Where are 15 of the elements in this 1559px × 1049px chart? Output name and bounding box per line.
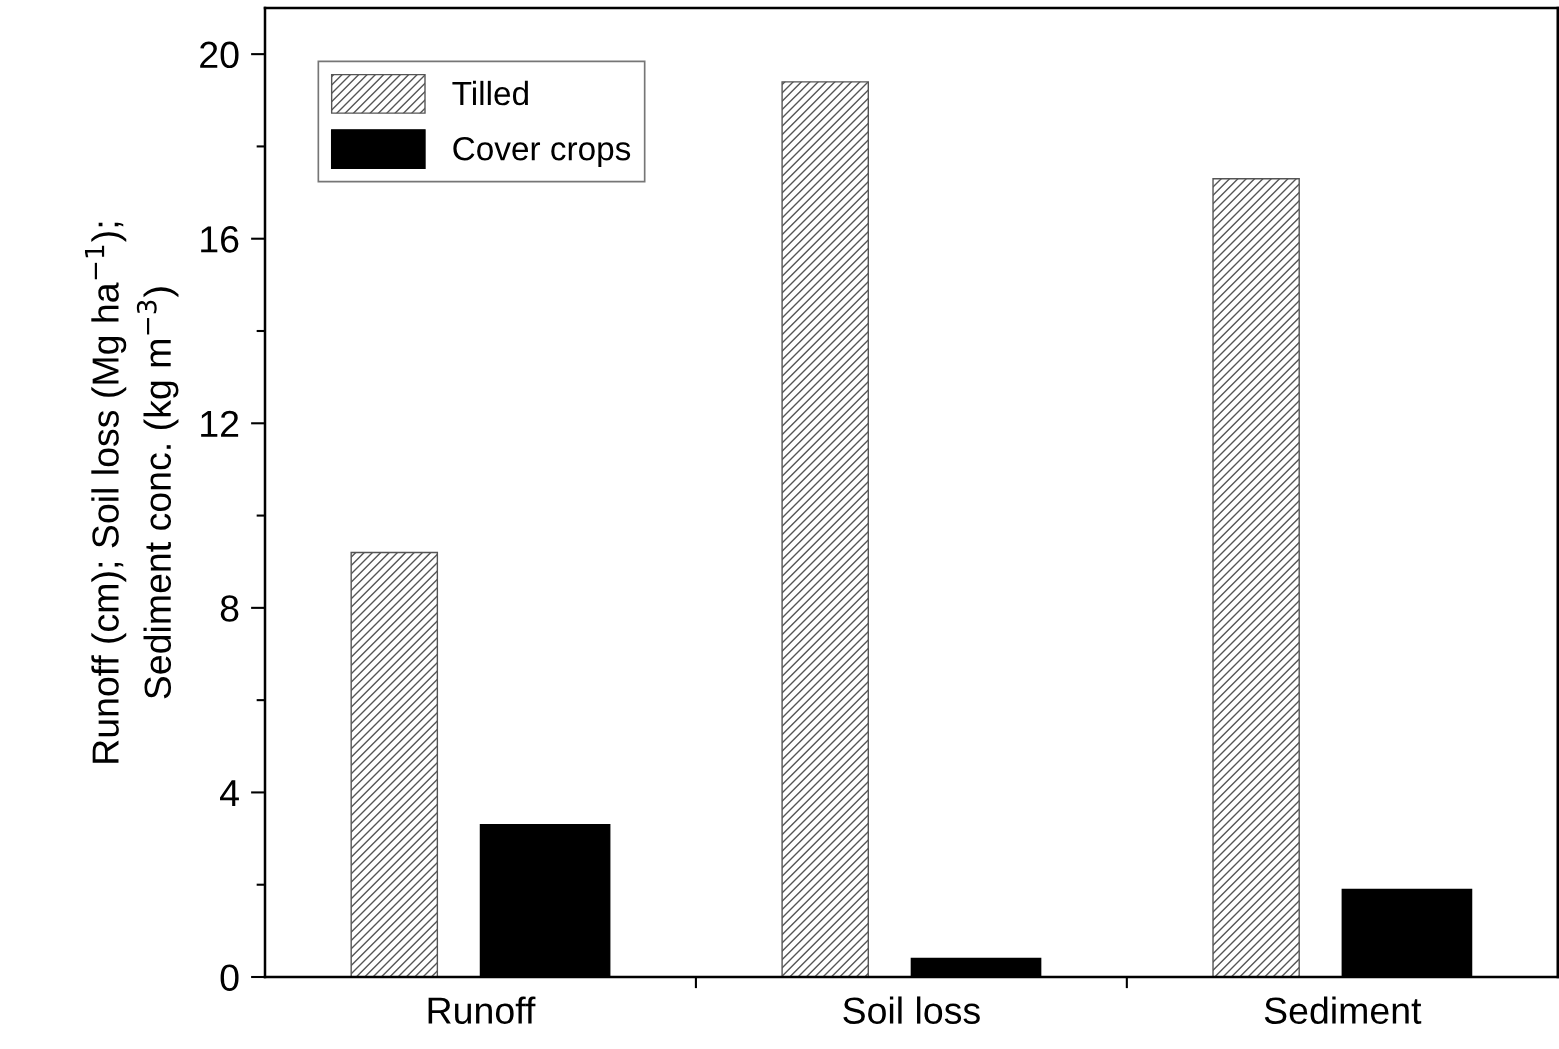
legend-label: Cover crops xyxy=(453,136,631,168)
y-tick-label: 0 xyxy=(220,964,239,991)
bar xyxy=(1212,178,1300,977)
y-tick-label: 8 xyxy=(220,595,239,622)
y-tick-label: 4 xyxy=(220,780,239,807)
text: Runoff (cm); Soil loss (Mg ha$^{−1}$); Sediment conc. (kg m$^{−3}$) xyxy=(84,222,179,763)
bar xyxy=(350,551,439,977)
x-tick-label: Sediment xyxy=(1264,996,1422,1024)
x-tick-label: Soil loss xyxy=(843,996,980,1024)
y-tick-label: 16 xyxy=(201,226,239,253)
bar xyxy=(781,81,869,977)
legend-label: Tilled xyxy=(452,80,528,106)
y-tick-label: 20 xyxy=(200,41,239,69)
y-tick-label: 12 xyxy=(201,410,239,437)
x-tick-label: Runoff xyxy=(428,996,536,1024)
